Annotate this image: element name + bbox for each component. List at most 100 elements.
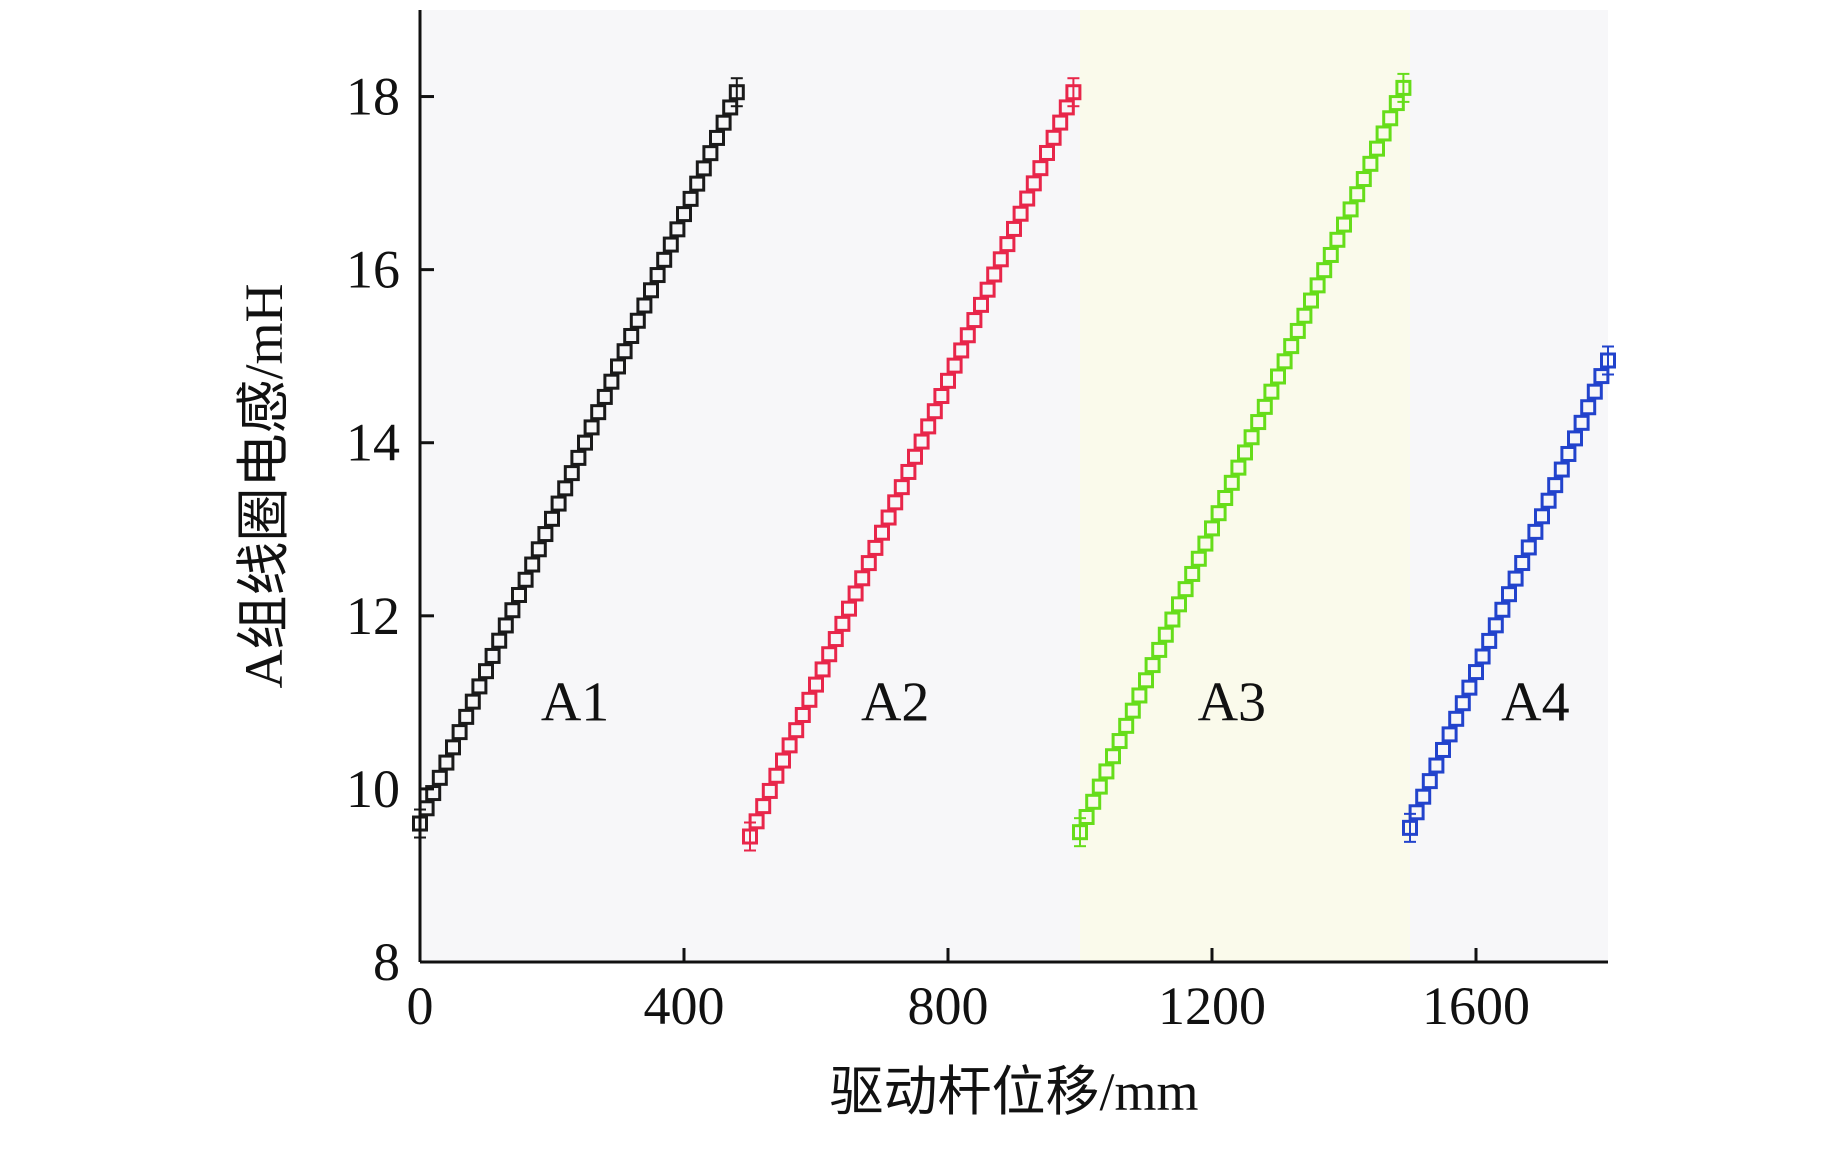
data-point xyxy=(1560,445,1577,462)
data-point xyxy=(669,221,686,238)
data-point xyxy=(1058,99,1075,116)
data-point xyxy=(695,160,712,177)
data-point xyxy=(1441,726,1458,743)
data-point xyxy=(1296,307,1313,324)
data-point xyxy=(1019,190,1036,207)
data-point xyxy=(834,615,851,632)
data-point xyxy=(1507,570,1524,587)
data-point xyxy=(1085,793,1102,810)
data-point xyxy=(1177,581,1194,598)
data-point xyxy=(517,571,534,588)
x-tick-label: 800 xyxy=(908,976,989,1036)
data-point xyxy=(1032,160,1049,177)
data-point xyxy=(1309,277,1326,294)
y-tick-label: 8 xyxy=(373,932,400,992)
y-tick-label: 14 xyxy=(346,413,400,473)
x-tick-label: 0 xyxy=(407,976,434,1036)
data-point xyxy=(1547,477,1564,494)
data-point xyxy=(471,678,488,695)
data-point xyxy=(913,433,930,450)
data-point xyxy=(1580,399,1597,416)
data-point xyxy=(920,418,937,435)
data-point xyxy=(814,661,831,678)
data-point xyxy=(860,555,877,572)
data-point xyxy=(649,267,666,284)
series-label-a1: A1 xyxy=(541,671,609,733)
data-point xyxy=(643,282,659,299)
data-point xyxy=(940,372,956,389)
data-point xyxy=(1428,757,1445,774)
data-point xyxy=(781,737,798,754)
data-point xyxy=(1448,710,1465,727)
data-point xyxy=(1012,205,1029,222)
series-label-a4: A4 xyxy=(1501,671,1569,733)
data-point xyxy=(1329,231,1346,248)
data-point xyxy=(827,631,844,648)
data-point xyxy=(728,84,745,101)
data-point xyxy=(1593,368,1610,385)
data-point xyxy=(1494,601,1511,618)
data-point xyxy=(484,647,501,664)
data-point xyxy=(511,586,527,603)
background-band-2 xyxy=(1080,10,1410,962)
background-band-3 xyxy=(1410,10,1608,962)
data-point xyxy=(563,465,580,482)
data-point xyxy=(775,752,791,769)
data-point xyxy=(702,145,719,162)
data-point xyxy=(709,129,725,146)
plot-background xyxy=(420,10,1608,962)
data-point xyxy=(1217,490,1234,507)
data-point xyxy=(1072,824,1088,841)
y-tick-label: 10 xyxy=(346,759,400,819)
data-point xyxy=(1243,429,1260,446)
data-point xyxy=(557,480,574,497)
data-point xyxy=(1375,125,1392,142)
data-point xyxy=(959,327,976,344)
data-point xyxy=(676,206,692,223)
data-point xyxy=(1091,778,1108,795)
data-point xyxy=(1190,550,1207,567)
data-point xyxy=(438,754,455,771)
y-axis-title: A组线圈电感/mH xyxy=(234,284,294,689)
data-point xyxy=(596,388,613,405)
data-point xyxy=(999,236,1016,253)
data-point xyxy=(431,769,448,786)
data-point xyxy=(887,494,904,511)
data-point xyxy=(1237,444,1253,461)
series-a1 xyxy=(412,77,745,839)
data-point xyxy=(1098,763,1115,780)
data-point xyxy=(748,813,765,830)
data-point xyxy=(1256,398,1273,415)
data-point xyxy=(1210,505,1227,522)
series-label-a2: A2 xyxy=(861,671,929,733)
data-point xyxy=(1369,140,1385,157)
x-tick-label: 1600 xyxy=(1422,976,1530,1036)
data-point xyxy=(1534,508,1550,525)
data-point xyxy=(1283,338,1300,355)
data-point xyxy=(1270,368,1286,385)
data-point xyxy=(530,541,547,558)
data-point xyxy=(1349,186,1366,203)
data-point xyxy=(1289,322,1306,339)
data-point xyxy=(979,281,996,298)
y-tick-label: 12 xyxy=(346,586,400,646)
data-point xyxy=(907,448,923,465)
data-point xyxy=(1184,565,1201,582)
data-point xyxy=(1144,657,1161,674)
data-point xyxy=(1527,523,1544,540)
data-point xyxy=(722,99,739,116)
data-point xyxy=(425,785,442,802)
background-band-1 xyxy=(420,10,1080,962)
data-point xyxy=(1468,664,1484,681)
data-point xyxy=(1052,114,1069,131)
data-point xyxy=(841,600,857,617)
data-point xyxy=(1250,414,1267,431)
data-point xyxy=(867,539,884,556)
data-point xyxy=(1105,748,1121,765)
data-point xyxy=(1501,586,1517,603)
data-point xyxy=(636,297,653,314)
data-point xyxy=(1520,539,1537,556)
series-label-a3: A3 xyxy=(1198,671,1266,733)
data-point xyxy=(761,782,778,799)
